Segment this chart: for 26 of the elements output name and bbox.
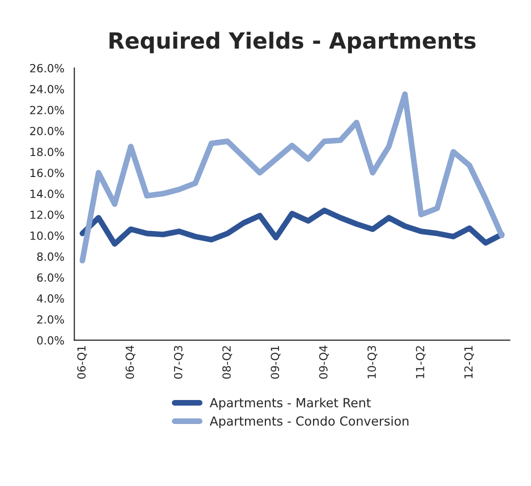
legend-label: Apartments - Condo Conversion xyxy=(210,416,408,428)
y-tick-label: 24.0% xyxy=(30,84,64,94)
x-tick-label: 11-Q2 xyxy=(416,346,426,378)
x-tick-label: 12-Q1 xyxy=(464,346,474,378)
x-tick-label: 07-Q3 xyxy=(174,346,184,379)
x-tick-label: 09-Q1 xyxy=(270,346,280,379)
y-tick-label: 0.0% xyxy=(37,336,64,345)
y-tick-label: 26.0% xyxy=(30,64,64,72)
y-tick-label: 16.0% xyxy=(30,168,64,178)
y-tick-label: 8.0% xyxy=(37,252,64,261)
x-tick-label: 06-Q1 xyxy=(77,346,87,379)
chart-title: Required Yields - Apartments xyxy=(110,32,476,54)
x-tick-label: 10-Q3 xyxy=(368,346,378,378)
x-tick-label: 08-Q2 xyxy=(222,346,232,379)
y-tick-label: 10.0% xyxy=(30,232,64,240)
y-tick-label: 14.0% xyxy=(30,190,64,198)
y-tick-label: 6.0% xyxy=(37,273,64,282)
y-tick-label: 4.0% xyxy=(36,294,64,303)
y-tick-label: 2.0% xyxy=(37,315,64,324)
y-tick-label: 20.0% xyxy=(30,126,64,136)
x-tick-label: 06-Q4 xyxy=(126,346,136,379)
y-tick-label: 22.0% xyxy=(30,106,64,114)
y-tick-label: 18.0% xyxy=(30,148,64,156)
y-tick-label: 12.0% xyxy=(30,210,64,219)
x-tick-label: 09-Q4 xyxy=(319,346,329,379)
legend-label: Apartments - Market Rent xyxy=(210,398,371,410)
